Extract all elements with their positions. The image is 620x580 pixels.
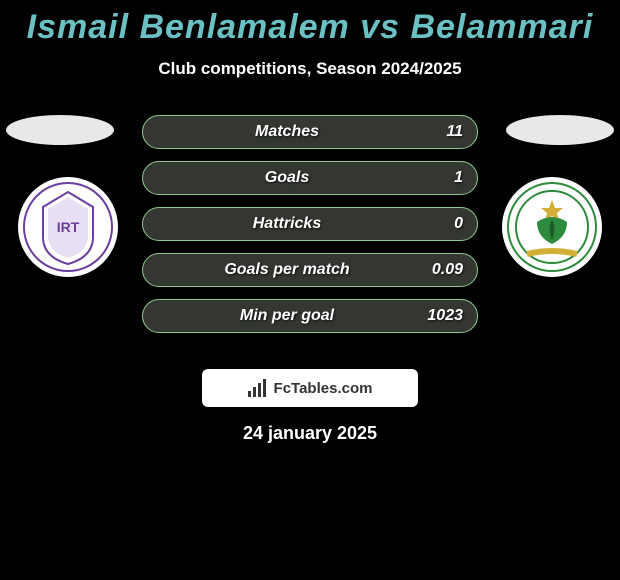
footer-date: 24 january 2025 bbox=[0, 423, 620, 444]
chart-bars-icon bbox=[248, 379, 268, 397]
page-title: Ismail Benlamalem vs Belammari bbox=[0, 0, 620, 47]
club-logo-right bbox=[502, 169, 602, 285]
club-crest-left-icon: IRT bbox=[23, 182, 113, 272]
stat-row-goals-per-match: Goals per match 0.09 bbox=[142, 253, 478, 287]
stat-row-goals: Goals 1 bbox=[142, 161, 478, 195]
stat-value: 1023 bbox=[417, 307, 463, 325]
stat-label: Hattricks bbox=[157, 215, 417, 233]
comparison-card: Ismail Benlamalem vs Belammari Club comp… bbox=[0, 0, 620, 580]
stats-list: Matches 11 Goals 1 Hattricks 0 Goals per… bbox=[142, 115, 478, 333]
club-logo-left: IRT bbox=[18, 169, 118, 285]
stat-row-matches: Matches 11 bbox=[142, 115, 478, 149]
stat-label: Goals per match bbox=[157, 261, 417, 279]
stat-label: Goals bbox=[157, 169, 417, 187]
stat-label: Min per goal bbox=[157, 307, 417, 325]
stat-row-min-per-goal: Min per goal 1023 bbox=[142, 299, 478, 333]
stat-value: 0.09 bbox=[417, 261, 463, 279]
player-oval-left bbox=[6, 115, 114, 145]
stat-label: Matches bbox=[157, 123, 417, 141]
stat-row-hattricks: Hattricks 0 bbox=[142, 207, 478, 241]
player-oval-right bbox=[506, 115, 614, 145]
subtitle: Club competitions, Season 2024/2025 bbox=[0, 59, 620, 79]
stat-value: 0 bbox=[417, 215, 463, 233]
content-row: IRT Matches 11 Goal bbox=[0, 115, 620, 345]
svg-text:IRT: IRT bbox=[57, 219, 80, 235]
brand-badge[interactable]: FcTables.com bbox=[202, 369, 418, 407]
club-crest-right-icon bbox=[507, 182, 597, 272]
stat-value: 1 bbox=[417, 169, 463, 187]
stat-value: 11 bbox=[417, 123, 463, 141]
brand-text: FcTables.com bbox=[274, 380, 373, 397]
